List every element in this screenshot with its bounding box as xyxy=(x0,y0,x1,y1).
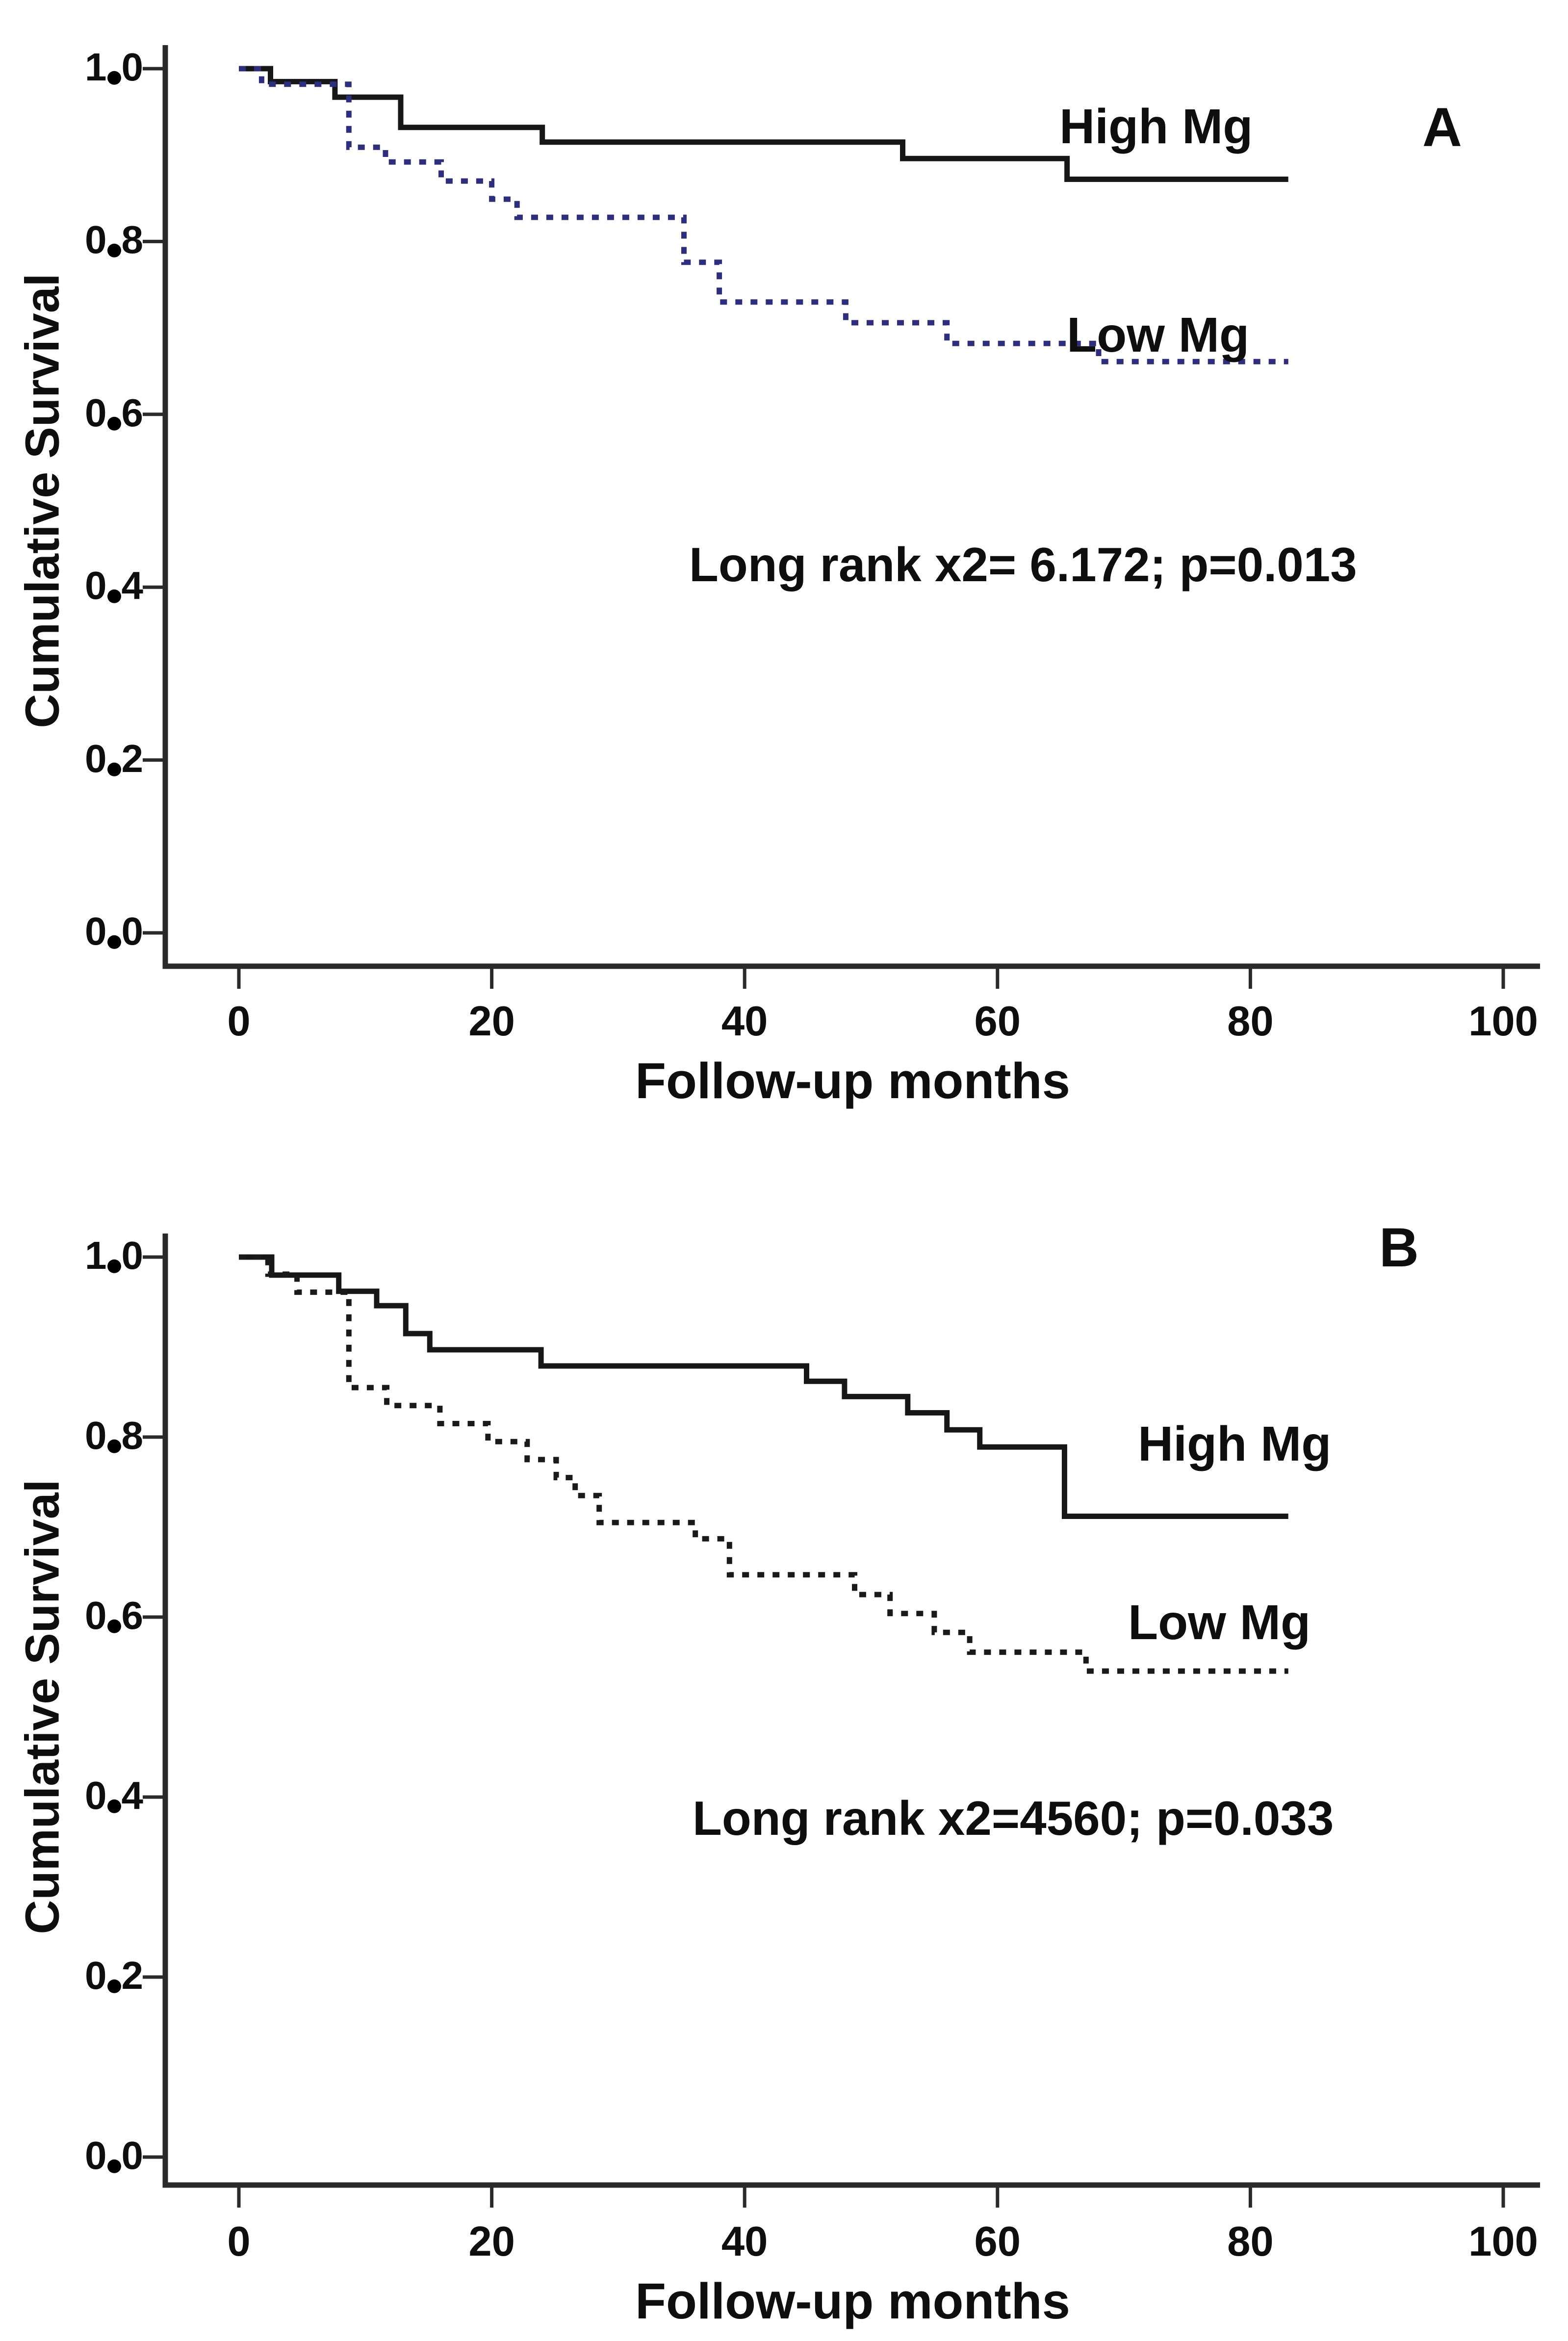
log-rank-annotation-panel-b: Long rank x2=4560; p=0.033 xyxy=(693,1791,1334,1845)
x-tick-label: 20 xyxy=(468,2218,515,2265)
curve-high-mg-panel-a xyxy=(239,66,1288,182)
log-rank-annotation-panel-a: Long rank x2= 6.172; p=0.013 xyxy=(689,538,1357,592)
decimal-dot xyxy=(107,1259,121,1273)
decimal-dot xyxy=(107,244,121,258)
decimal-dot xyxy=(107,416,121,431)
y-axis-title-panel-a: Cumulative Survival xyxy=(15,273,69,728)
x-axis-title-panel-a: Follow-up months xyxy=(635,1053,1070,1109)
x-tick-label: 100 xyxy=(1468,2218,1538,2265)
x-tick-label: 40 xyxy=(721,2218,768,2265)
decimal-dot xyxy=(107,1439,121,1453)
series-label-high-mg-panel-a: High Mg xyxy=(1059,99,1253,154)
x-axis-title-panel-b: Follow-up months xyxy=(635,2273,1070,2329)
panel-letter-b: B xyxy=(1379,1217,1419,1278)
decimal-dot xyxy=(107,589,121,603)
decimal-dot xyxy=(107,2159,121,2173)
decimal-dot xyxy=(107,1799,121,1813)
x-tick-label: 80 xyxy=(1227,998,1274,1045)
panel-letter-a: A xyxy=(1422,97,1462,158)
curve-low-mg-panel-b xyxy=(239,1254,1288,1674)
series-label-high-mg-panel-b: High Mg xyxy=(1138,1416,1332,1471)
series-label-low-mg-panel-b: Low Mg xyxy=(1128,1595,1311,1650)
axes-panel-a xyxy=(162,45,1540,969)
x-tick-label: 80 xyxy=(1227,2218,1274,2265)
decimal-dot xyxy=(107,935,121,949)
x-tick-label: 60 xyxy=(974,998,1021,1045)
x-tick-label: 20 xyxy=(468,998,515,1045)
x-tick-label: 0 xyxy=(227,2218,251,2265)
decimal-dot xyxy=(107,1619,121,1633)
x-tick-label: 40 xyxy=(721,998,768,1045)
decimal-dot xyxy=(107,762,121,776)
x-tick-label: 0 xyxy=(227,998,251,1045)
series-label-low-mg-panel-a: Low Mg xyxy=(1067,308,1250,362)
x-tick-label: 60 xyxy=(974,2218,1021,2265)
decimal-dot xyxy=(107,71,121,85)
curve-high-mg-panel-b xyxy=(239,1254,1288,1519)
y-axis-title-panel-b: Cumulative Survival xyxy=(15,1479,69,1934)
axes-panel-b xyxy=(162,1234,1540,2188)
x-tick-label: 100 xyxy=(1468,998,1538,1045)
decimal-dot xyxy=(107,1979,121,1993)
